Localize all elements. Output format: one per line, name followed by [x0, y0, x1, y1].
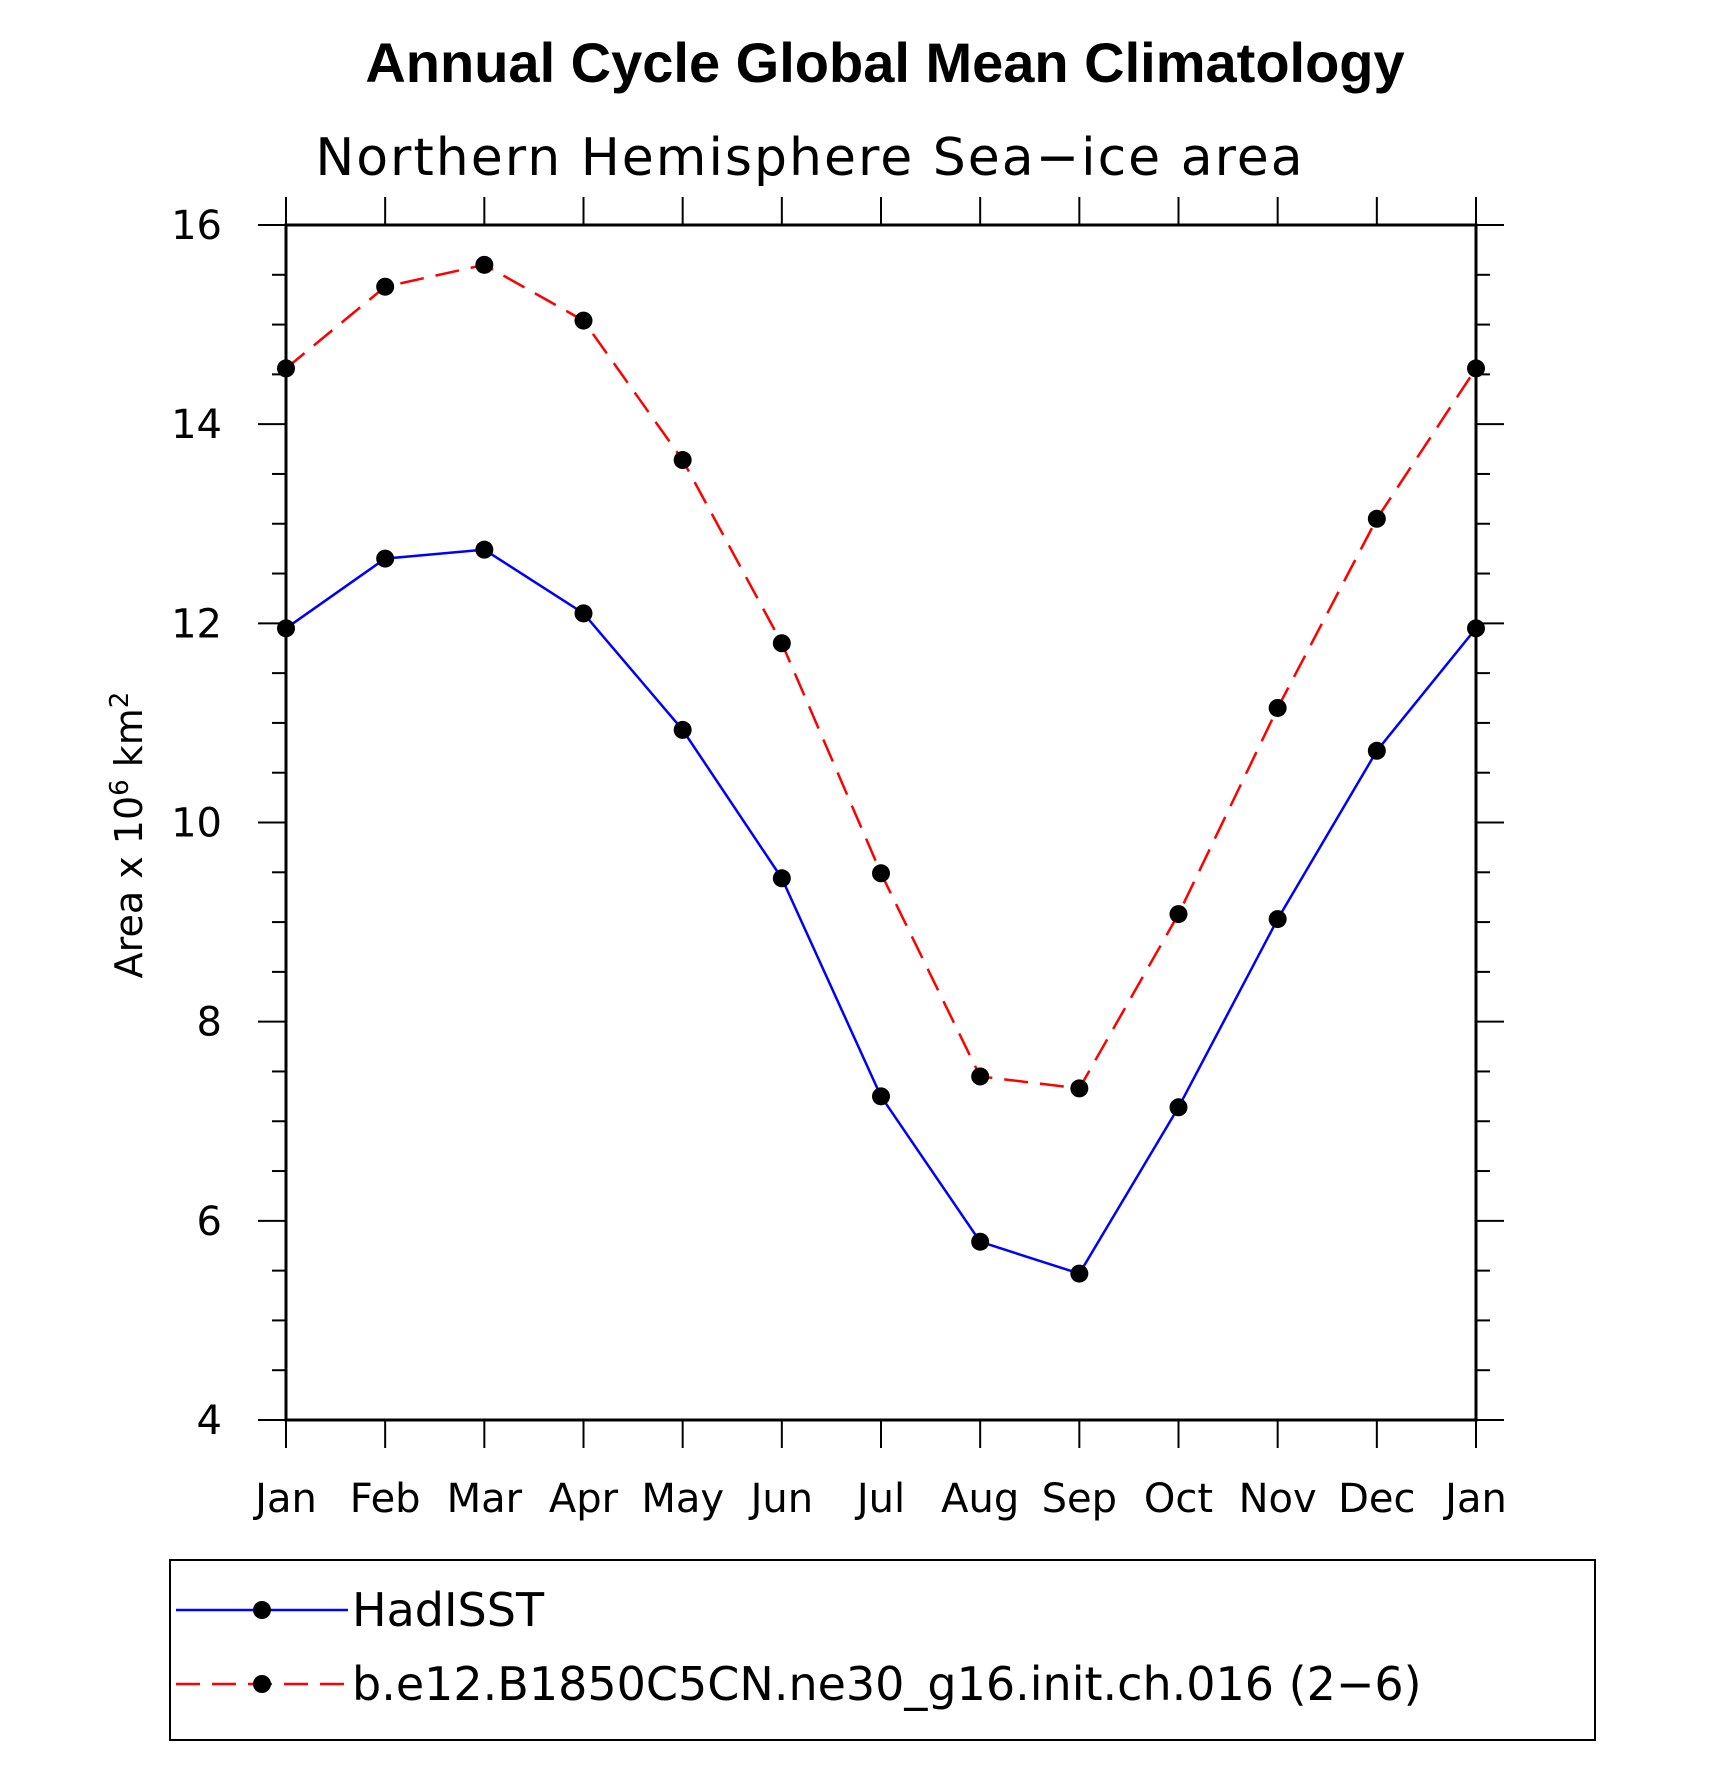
y-tick-label: 14 — [171, 402, 222, 448]
x-tick-label: Jul — [854, 1476, 905, 1522]
x-tick-label: Oct — [1144, 1476, 1213, 1522]
data-point — [277, 359, 295, 378]
x-tick-label: May — [641, 1476, 724, 1522]
data-point — [1367, 509, 1386, 528]
data-point — [971, 1232, 990, 1251]
data-point — [772, 634, 791, 653]
series-line-1 — [285, 263, 1478, 1090]
data-point — [1268, 910, 1287, 929]
legend-label-1: b.e12.B1850C5CN.ne30_g16.init.ch.016 (2−… — [352, 1657, 1422, 1711]
data-point — [872, 864, 890, 883]
legend-marker — [253, 1601, 271, 1619]
series-line-0 — [285, 548, 1477, 1276]
legend-label-0: HadISST — [352, 1583, 545, 1637]
data-point — [673, 720, 692, 739]
data-point — [1169, 905, 1188, 924]
series-layer — [277, 255, 1485, 1283]
x-tick-label: Mar — [447, 1476, 523, 1522]
legend-entries: HadISST b.e12.B1850C5CN.ne30_g16.init.ch.… — [176, 1583, 1422, 1711]
data-point — [1367, 741, 1386, 760]
data-point — [1169, 1098, 1188, 1117]
y-tick-label: 12 — [171, 601, 222, 647]
data-point — [1467, 359, 1485, 378]
x-tick-label: Jan — [252, 1476, 317, 1522]
x-tick-label: Nov — [1239, 1476, 1317, 1522]
data-point — [1268, 698, 1287, 717]
y-axis-label: Area x 106 km2 — [105, 692, 151, 979]
plot-frame — [284, 223, 1478, 1422]
y-tick-label: 6 — [197, 1199, 222, 1245]
legend-marker — [253, 1675, 271, 1693]
x-tick-label: Apr — [549, 1476, 619, 1522]
chart-title: Annual Cycle Global Mean Climatology — [365, 31, 1404, 94]
legend: HadISST b.e12.B1850C5CN.ne30_g16.init.ch.… — [169, 1559, 1596, 1741]
x-tick-label: Dec — [1338, 1476, 1415, 1522]
data-point — [772, 869, 791, 888]
data-point — [574, 311, 593, 330]
chart-subtitle: Northern Hemisphere Sea−ice area — [315, 128, 1304, 188]
data-point — [1070, 1264, 1089, 1283]
y-tick-label: 16 — [171, 203, 222, 249]
y-tick-label: 4 — [197, 1398, 222, 1444]
axes-frame: 4 6 8 10 12 14 16 Jan Feb Mar Apr May Jun Jul Aug Sep Oc… — [171, 197, 1507, 1522]
data-point — [971, 1067, 990, 1086]
x-tick-label: Feb — [350, 1476, 421, 1522]
data-point — [574, 604, 593, 623]
x-tick-label: Aug — [941, 1476, 1019, 1522]
data-point — [475, 540, 494, 559]
y-tick-label: 10 — [171, 801, 222, 847]
data-point — [872, 1087, 890, 1106]
data-point — [376, 277, 395, 296]
x-tick-label: Jun — [748, 1476, 814, 1522]
legend-box — [169, 1559, 1596, 1741]
data-point — [475, 255, 494, 274]
x-tick-label: Jan — [1442, 1476, 1507, 1522]
data-point — [1070, 1079, 1089, 1098]
data-point — [1467, 619, 1485, 638]
data-point — [277, 619, 295, 638]
data-point — [673, 451, 692, 470]
data-point — [376, 549, 395, 568]
x-tick-label: Sep — [1042, 1476, 1117, 1522]
y-tick-label: 8 — [197, 1000, 222, 1046]
